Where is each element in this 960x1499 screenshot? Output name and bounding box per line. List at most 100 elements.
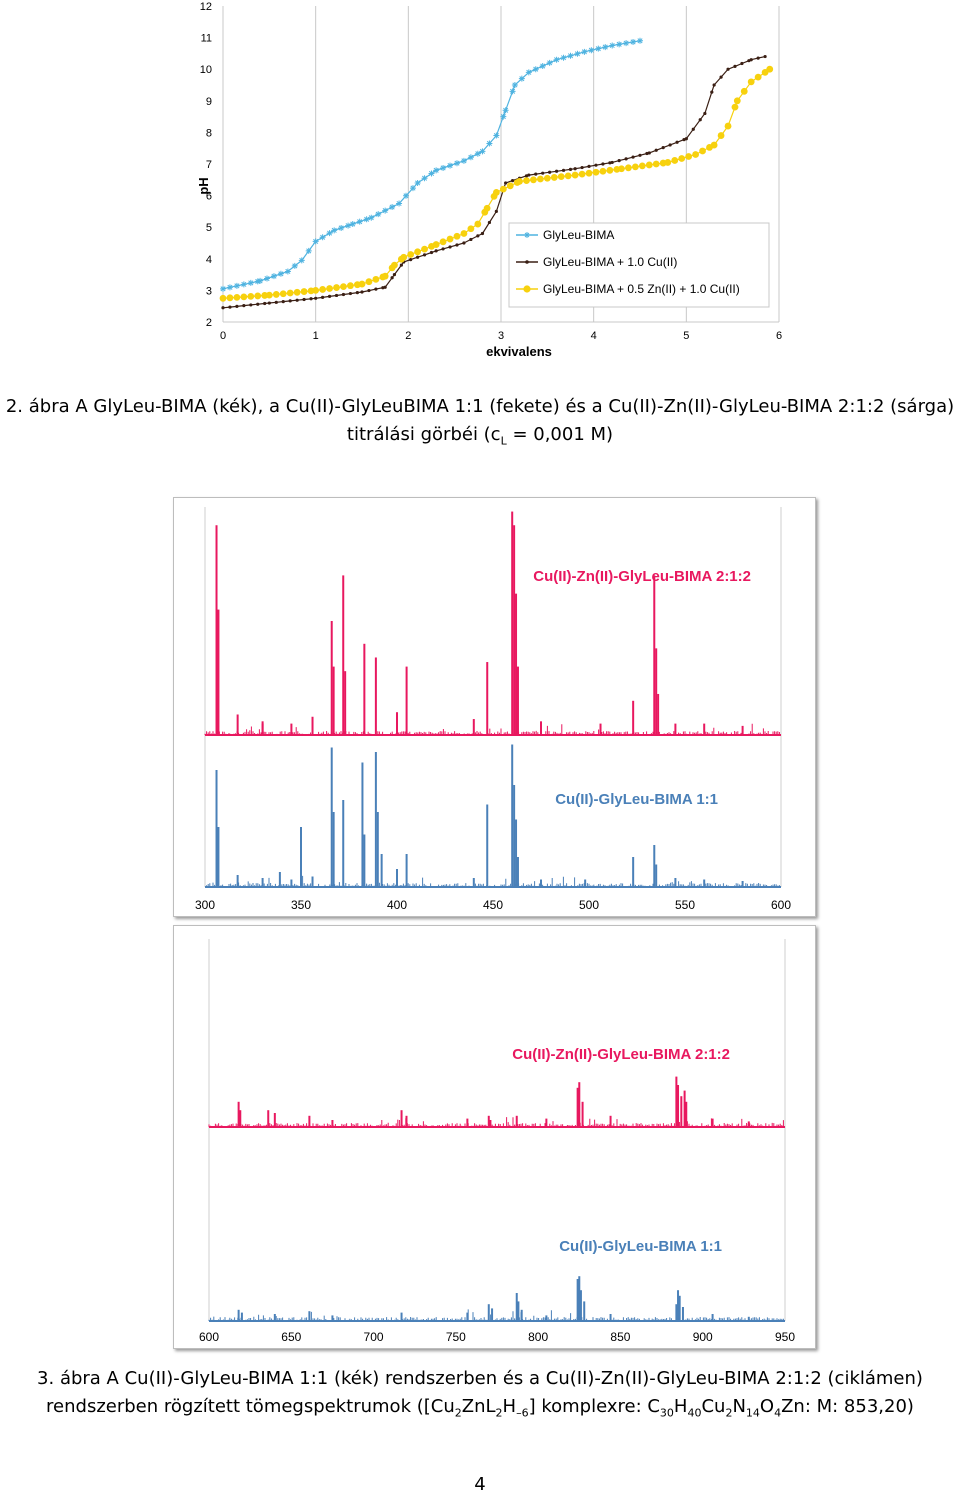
data-point <box>678 155 686 162</box>
data-point <box>309 297 313 301</box>
spectrum-peak <box>511 511 514 735</box>
data-point <box>664 159 672 166</box>
figure-3-caption-line2: rendszerben rögzített tömegspektrumok ([… <box>0 1393 960 1428</box>
spectrum-peak <box>376 812 379 887</box>
data-point <box>242 304 246 308</box>
data-point <box>483 204 491 212</box>
x-tick-label: 3 <box>498 330 504 342</box>
x-tick-label: 750 <box>446 1330 466 1344</box>
data-point <box>274 300 278 304</box>
data-point <box>340 283 347 291</box>
caption-text: ZnL <box>461 1396 496 1417</box>
data-point <box>580 165 584 170</box>
data-point <box>710 90 714 94</box>
spectrum-peak <box>217 609 220 735</box>
data-point <box>585 169 593 177</box>
spectrum-peak <box>680 1096 683 1127</box>
data-point <box>675 140 679 144</box>
data-point <box>754 73 762 81</box>
legend-entry: GlyLeu-BIMA + 1.0 Cu(II) <box>516 255 677 269</box>
data-point <box>462 241 466 245</box>
data-point <box>557 173 565 181</box>
data-point <box>256 302 260 306</box>
data-point <box>668 143 672 147</box>
spectrum-peak <box>741 881 744 887</box>
data-point <box>265 291 273 299</box>
mass-spectrum-chart-2: Cu(II)-Zn(II)-GlyLeu-BIMA 2:1:2 Cu(II)-G… <box>199 939 795 1344</box>
spectrum-peak <box>632 700 635 735</box>
spectrum-peak <box>515 819 518 887</box>
data-point-star <box>460 157 467 164</box>
caption-subscript: –6 <box>516 1406 529 1420</box>
spectrum-peak <box>308 1115 311 1127</box>
data-point <box>399 263 403 267</box>
data-point <box>548 170 552 174</box>
spectrum-peak <box>273 1113 276 1127</box>
y-tick-label: 8 <box>206 127 212 139</box>
x-tick-label: 600 <box>771 898 791 912</box>
legend-label: GlyLeu-BIMA <box>543 228 614 242</box>
data-point-star <box>312 238 319 245</box>
y-tick-label: 10 <box>200 64 212 76</box>
data-point-star <box>363 216 370 223</box>
data-point <box>228 305 232 309</box>
data-point-star <box>440 164 447 171</box>
data-point <box>407 251 415 258</box>
data-point <box>355 291 359 295</box>
data-point <box>561 168 566 172</box>
spectrum-peak <box>513 785 516 887</box>
data-point <box>717 132 725 139</box>
spectrum-peak <box>545 1315 548 1321</box>
spectrum-peak <box>278 872 281 887</box>
data-point <box>432 241 440 248</box>
spectrum-peak <box>311 716 314 735</box>
spectrum-peak <box>215 525 218 735</box>
series-1 <box>221 54 767 310</box>
data-point-star <box>298 257 305 264</box>
data-point <box>421 245 428 253</box>
spectrum-peak <box>653 575 656 735</box>
x-tick-label: 400 <box>387 898 407 912</box>
x-tick-label: 700 <box>364 1330 384 1344</box>
y-tick-label: 2 <box>206 317 212 329</box>
data-point <box>341 292 346 297</box>
data-point-star <box>509 88 516 95</box>
spectrum-peak <box>545 1118 548 1127</box>
data-point <box>409 257 413 262</box>
series-line <box>222 56 766 309</box>
spectrum-peak <box>655 864 658 887</box>
data-point <box>327 294 332 299</box>
x-axis-label: ekvivalens <box>486 344 552 359</box>
data-point <box>333 284 340 291</box>
spectrum-peak <box>487 1115 490 1127</box>
spectrum-peak <box>657 693 660 735</box>
data-point-star <box>581 48 588 55</box>
data-point <box>439 238 447 246</box>
data-point <box>756 56 760 60</box>
caption-text: Zn: M: 853,20) <box>781 1396 914 1417</box>
spectrum-peak <box>405 666 408 735</box>
data-point-star <box>264 275 271 282</box>
spectrum-series-0 <box>208 1076 785 1128</box>
data-point-star <box>433 167 440 174</box>
data-point-star <box>588 47 595 54</box>
data-point <box>360 290 364 294</box>
data-point <box>391 261 398 269</box>
y-tick-label: 7 <box>206 159 212 171</box>
data-point <box>578 170 586 178</box>
data-point <box>654 148 658 152</box>
data-point <box>254 292 262 300</box>
data-point-star <box>277 270 284 277</box>
data-point <box>712 83 716 87</box>
data-point <box>647 151 651 155</box>
spectrum-peak <box>581 1101 584 1127</box>
spectrum-peak <box>584 879 587 887</box>
data-point <box>446 235 454 243</box>
data-point-star <box>305 247 312 254</box>
spectrum-peak <box>747 1121 750 1127</box>
spectrum-peak <box>215 770 218 887</box>
spectrum-label-cuzn: Cu(II)-Zn(II)-GlyLeu-BIMA 2:1:2 <box>512 1046 730 1063</box>
y-tick-label: 12 <box>200 1 212 13</box>
mass-spectrum-chart-1: Cu(II)-Zn(II)-GlyLeu-BIMA 2:1:2 Cu(II)-G… <box>195 507 791 912</box>
